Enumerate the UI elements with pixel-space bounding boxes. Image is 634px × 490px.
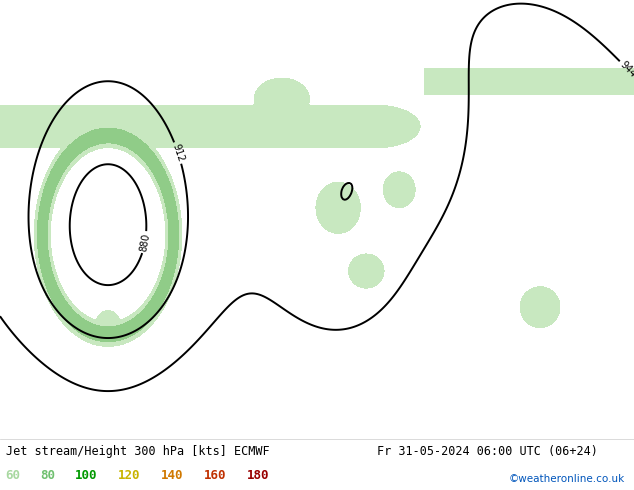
Text: 912: 912 xyxy=(171,143,186,163)
Text: Fr 31-05-2024 06:00 UTC (06+24): Fr 31-05-2024 06:00 UTC (06+24) xyxy=(377,445,598,458)
Text: 944: 944 xyxy=(618,59,634,79)
Text: ©weatheronline.co.uk: ©weatheronline.co.uk xyxy=(508,474,624,484)
Text: 160: 160 xyxy=(204,468,226,482)
Text: 880: 880 xyxy=(138,232,152,252)
Text: 180: 180 xyxy=(247,468,269,482)
Text: 60: 60 xyxy=(5,468,20,482)
Text: 80: 80 xyxy=(40,468,55,482)
Text: 120: 120 xyxy=(118,468,140,482)
Text: 140: 140 xyxy=(161,468,183,482)
Text: 100: 100 xyxy=(75,468,97,482)
Text: Jet stream/Height 300 hPa [kts] ECMWF: Jet stream/Height 300 hPa [kts] ECMWF xyxy=(6,445,270,458)
